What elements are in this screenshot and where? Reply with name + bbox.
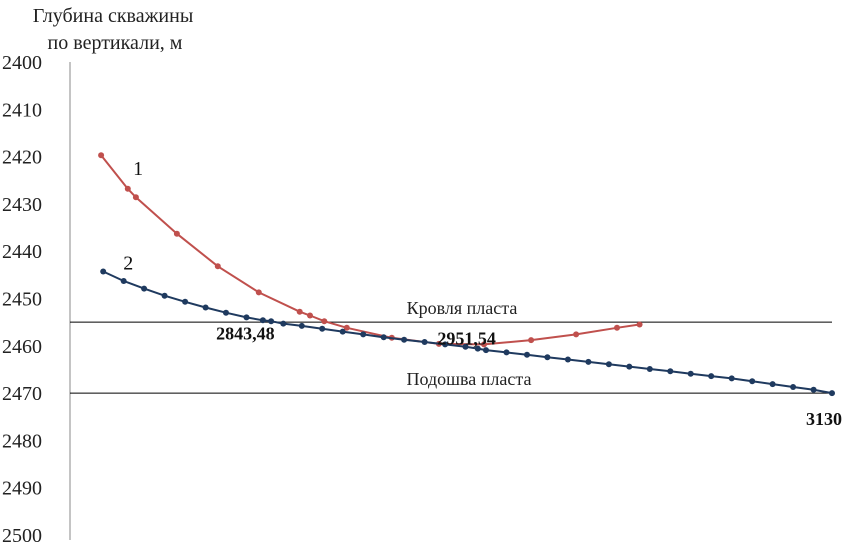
y-tick-label: 2430 xyxy=(2,194,42,216)
series-label-2: 2 xyxy=(123,253,133,275)
series-2-point xyxy=(544,354,551,361)
series-2-point xyxy=(120,278,127,284)
series-2-point xyxy=(442,341,449,348)
series-2-point xyxy=(564,356,571,363)
reference-line-label: Подошва пласта xyxy=(407,369,532,389)
y-tick-label: 2420 xyxy=(2,147,42,169)
series-1-point xyxy=(343,324,350,331)
series-2-point xyxy=(360,331,367,338)
series-2-point xyxy=(503,349,510,356)
y-axis-title: Глубина скважины по вертикали, м xyxy=(33,5,194,54)
series-1-point xyxy=(255,289,262,296)
series-2-point xyxy=(829,390,835,397)
series-1-point xyxy=(528,337,535,344)
reference-line-label: Кровля пласта xyxy=(407,298,518,318)
series-2-point xyxy=(182,298,189,305)
series-1-point xyxy=(614,324,620,331)
series-1-point xyxy=(481,341,487,348)
y-tick-label: 2460 xyxy=(2,336,42,358)
series-1-point xyxy=(124,185,131,192)
series-1-point xyxy=(296,308,303,315)
series-2-point xyxy=(421,339,428,345)
series-1-point xyxy=(173,230,180,237)
series-2-point xyxy=(687,370,694,377)
series-label-1: 1 xyxy=(133,158,143,180)
series-1-point xyxy=(307,312,313,319)
series-2-point xyxy=(462,343,469,350)
series-2-point xyxy=(749,378,756,385)
series-2-point xyxy=(280,320,287,327)
series-2-point xyxy=(223,309,229,316)
series-2-point xyxy=(100,268,107,275)
y-tick-label: 2450 xyxy=(2,289,42,311)
series-2-point xyxy=(483,347,489,354)
series-2-point xyxy=(268,318,275,325)
y-axis-title-line-1: Глубина скважины xyxy=(33,5,194,27)
series-2-point xyxy=(380,334,387,341)
y-tick-label: 2400 xyxy=(2,52,42,74)
series-2-point xyxy=(202,304,209,311)
series-2-point xyxy=(626,363,633,370)
series-2-point xyxy=(667,368,674,375)
y-tick-label: 2490 xyxy=(2,478,42,500)
series-2-point xyxy=(646,366,653,372)
y-tick-label: 2470 xyxy=(2,383,42,405)
y-tick-label: 2480 xyxy=(2,430,42,452)
series-2-point xyxy=(401,336,408,343)
series-2-point xyxy=(585,358,592,365)
annotation-label: 2843,48 xyxy=(216,324,275,344)
series-1-point xyxy=(321,318,328,325)
y-tick-label: 2500 xyxy=(2,525,42,547)
y-axis-title-line-2: по вертикали, м xyxy=(48,32,183,54)
series-2-point xyxy=(339,328,346,335)
y-tick-label: 2410 xyxy=(2,99,42,121)
series-1-point xyxy=(573,331,580,338)
series-2-point xyxy=(790,384,797,390)
y-tick-label: 2440 xyxy=(2,241,42,263)
series-2-point xyxy=(708,373,715,380)
series-2-point xyxy=(243,314,250,321)
series-2-point xyxy=(769,381,776,388)
series-2-point xyxy=(810,386,817,393)
series-line-1 xyxy=(100,154,640,346)
series-2-point xyxy=(524,351,530,358)
series-2-point xyxy=(161,292,168,299)
series-1-point xyxy=(636,321,643,328)
series-2-point xyxy=(298,322,305,329)
series-2-point xyxy=(319,325,326,332)
annotation-label: 2951,54 xyxy=(437,328,496,348)
series-1-point xyxy=(132,194,139,201)
series-2-point xyxy=(605,361,612,368)
series-group: 12 xyxy=(98,152,835,397)
series-1-point xyxy=(98,152,105,159)
annotations: 2843,48 2951,54 3130 xyxy=(216,324,842,429)
annotation-label: 3130 xyxy=(806,409,842,429)
series-2-point xyxy=(728,375,735,382)
series-2-point xyxy=(259,317,266,324)
series-2-point xyxy=(474,345,481,352)
reference-lines: Кровля пласта Подошва пласта xyxy=(70,298,832,394)
y-axis-ticks: 2400 2410 2420 2430 2440 2450 2460 2470 2480 2490… xyxy=(2,52,42,547)
series-1-point xyxy=(214,263,221,270)
series-2-point xyxy=(141,285,148,292)
